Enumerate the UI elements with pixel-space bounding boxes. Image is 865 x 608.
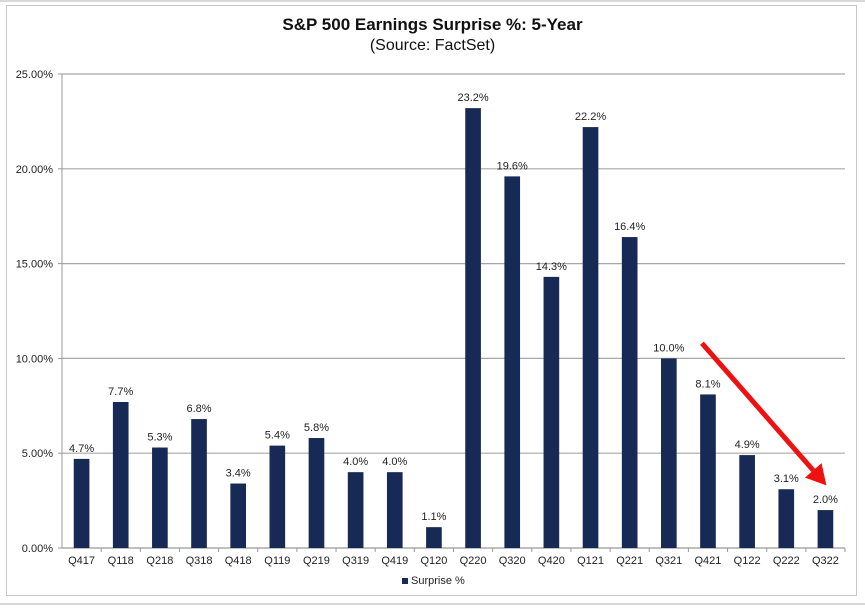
data-label: 22.2% xyxy=(575,111,606,123)
legend-swatch xyxy=(402,578,408,584)
bar xyxy=(426,527,442,548)
x-tick-label: Q318 xyxy=(186,555,213,567)
data-label: 10.0% xyxy=(653,342,684,354)
legend: Surprise % xyxy=(402,575,465,587)
data-label: 4.7% xyxy=(69,443,94,455)
bar xyxy=(112,402,129,548)
x-tick-label: Q221 xyxy=(616,555,643,567)
data-label: 14.3% xyxy=(536,261,567,273)
y-tick-label: 15.00% xyxy=(16,259,54,271)
bar xyxy=(152,447,168,548)
outer-border-top xyxy=(0,0,865,2)
outer-border-bottom xyxy=(0,603,865,605)
data-label: 5.3% xyxy=(147,432,172,444)
bar xyxy=(386,472,403,548)
data-label: 4.9% xyxy=(735,439,760,451)
x-tick-label: Q118 xyxy=(108,555,134,567)
data-label: 5.8% xyxy=(304,422,329,434)
data-label: 6.8% xyxy=(186,403,211,415)
x-tick-label: Q219 xyxy=(303,555,330,567)
bar xyxy=(778,489,795,548)
bar xyxy=(504,176,521,548)
bar xyxy=(817,510,834,548)
x-tick-label: Q222 xyxy=(773,555,800,567)
bar xyxy=(347,472,364,548)
data-label: 19.6% xyxy=(497,160,528,172)
x-tick-label: Q220 xyxy=(460,555,487,567)
y-tick-label: 25.00% xyxy=(16,69,54,81)
data-label: 7.7% xyxy=(108,386,133,398)
data-label: 1.1% xyxy=(421,511,446,523)
chart-title: S&P 500 Earnings Surprise %: 5-Year xyxy=(282,15,583,34)
bar xyxy=(73,458,90,548)
bar xyxy=(269,445,286,548)
x-tick-label: Q120 xyxy=(420,555,447,567)
data-label: 4.0% xyxy=(343,456,368,468)
bar xyxy=(465,108,481,549)
x-tick-label: Q421 xyxy=(695,555,722,567)
x-tick-label: Q119 xyxy=(264,555,290,567)
x-tick-label: Q218 xyxy=(146,555,173,567)
bar xyxy=(308,438,325,548)
chart-subtitle: (Source: FactSet) xyxy=(369,37,496,54)
x-tick-label: Q419 xyxy=(381,555,408,567)
legend-label: Surprise % xyxy=(411,575,465,587)
x-tick-label: Q121 xyxy=(577,555,604,567)
x-tick-label: Q321 xyxy=(655,555,682,567)
bar xyxy=(621,237,638,548)
y-tick-label: 10.00% xyxy=(16,353,54,365)
x-tick-label: Q122 xyxy=(734,555,761,567)
bar xyxy=(660,358,677,548)
data-label: 4.0% xyxy=(382,456,407,468)
trend-arrow-head xyxy=(804,463,827,486)
x-tick-label: Q322 xyxy=(812,555,839,567)
y-tick-label: 20.00% xyxy=(16,164,54,176)
bar xyxy=(543,276,560,548)
x-tick-label: Q320 xyxy=(499,555,526,567)
data-label: 2.0% xyxy=(813,494,838,506)
x-tick-label: Q418 xyxy=(225,555,252,567)
bar xyxy=(191,419,207,548)
y-tick-label: 0.00% xyxy=(22,543,53,555)
x-tick-label: Q417 xyxy=(68,555,95,567)
bar xyxy=(739,455,755,548)
bar xyxy=(582,127,599,548)
data-label: 5.4% xyxy=(265,430,290,442)
trend-arrow-shaft xyxy=(700,341,816,473)
bar xyxy=(230,483,247,548)
data-label: 3.4% xyxy=(226,468,251,480)
y-tick-label: 5.00% xyxy=(22,448,53,460)
data-label: 16.4% xyxy=(614,221,645,233)
data-label: 8.1% xyxy=(695,378,720,390)
x-tick-label: Q420 xyxy=(538,555,565,567)
data-label: 23.2% xyxy=(457,92,488,104)
data-label: 3.1% xyxy=(774,473,799,485)
x-tick-label: Q319 xyxy=(342,555,369,567)
bar xyxy=(700,394,716,548)
